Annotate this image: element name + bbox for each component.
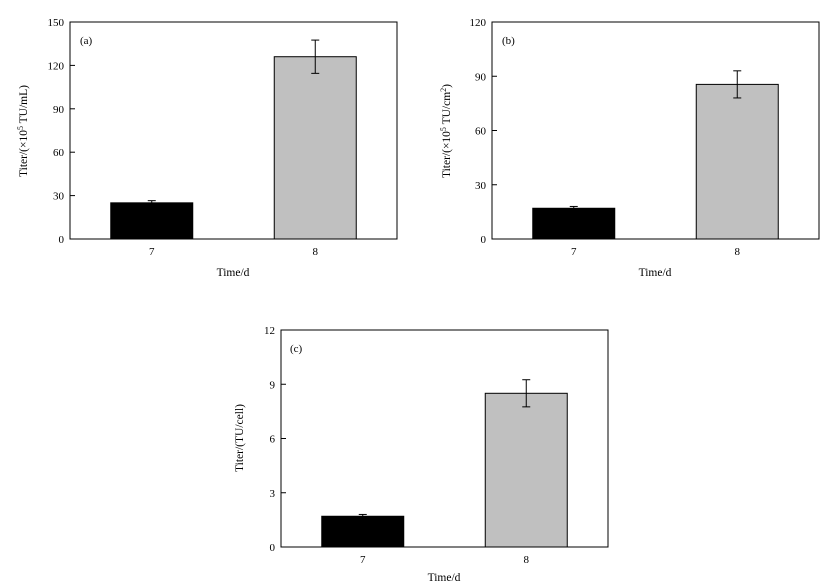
bar xyxy=(110,202,194,240)
y-axis-label: Titer/(×105 TU/mL) xyxy=(16,85,30,177)
bar xyxy=(484,392,568,548)
y-tick-label: 0 xyxy=(481,234,487,246)
x-tick-label: 7 xyxy=(360,554,366,566)
x-axis-label: Time/d xyxy=(428,572,461,584)
bar xyxy=(532,207,616,240)
y-tick-label: 30 xyxy=(475,180,487,192)
y-tick-label: 3 xyxy=(270,488,276,500)
x-axis-label: Time/d xyxy=(217,267,250,279)
panel-label: (c) xyxy=(290,343,303,355)
y-tick-label: 12 xyxy=(264,325,275,337)
x-tick-label: 8 xyxy=(313,246,319,258)
bar xyxy=(695,83,779,240)
x-tick-label: 8 xyxy=(524,554,530,566)
panel-b: (b) 0 30 60 90 120 7 8 Titer/(×105 TU/cm2) Ti… xyxy=(439,17,820,279)
y-tick-label: 90 xyxy=(53,104,65,116)
y-tick-label: 0 xyxy=(59,234,65,246)
y-tick-label: 6 xyxy=(270,434,276,446)
x-tick-label: 8 xyxy=(735,246,741,258)
y-axis-label: Titer/(×105 TU/cm2) xyxy=(439,84,453,178)
y-tick-label: 0 xyxy=(270,542,276,554)
y-axis-label: Titer/(TU/cell) xyxy=(234,404,246,472)
y-tick-label: 30 xyxy=(53,191,65,203)
panel-label: (a) xyxy=(80,35,93,47)
bar xyxy=(273,56,357,240)
y-tick-label: 120 xyxy=(470,17,487,29)
plot-frame xyxy=(69,21,398,240)
y-tick-label: 60 xyxy=(475,126,487,138)
bar xyxy=(321,515,405,548)
y-tick-label: 90 xyxy=(475,71,487,83)
x-tick-label: 7 xyxy=(149,246,155,258)
y-tick-label: 120 xyxy=(48,60,65,72)
panel-c: (c) 0 3 6 9 12 7 8 Titer/(TU/cell) Time/d xyxy=(234,325,609,584)
panel-label: (b) xyxy=(502,35,515,47)
x-tick-label: 7 xyxy=(571,246,577,258)
y-tick-label: 60 xyxy=(53,147,65,159)
x-axis-label: Time/d xyxy=(639,267,672,279)
y-tick-label: 9 xyxy=(270,379,276,391)
y-tick-label: 150 xyxy=(48,17,65,29)
